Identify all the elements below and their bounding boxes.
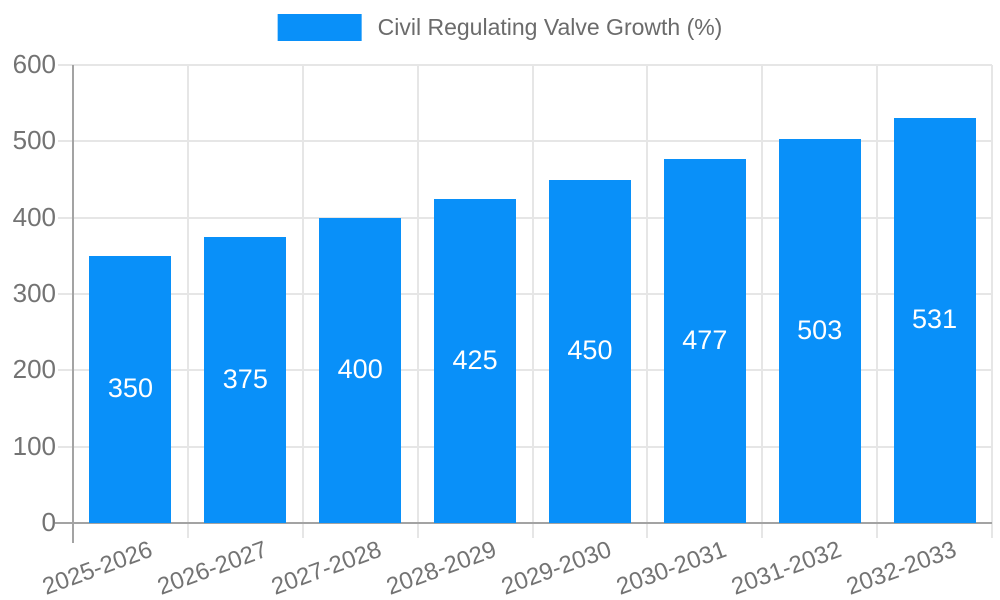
bar-value-label: 477 (682, 324, 728, 355)
bar-value-label: 400 (337, 354, 383, 385)
bar (204, 236, 287, 523)
bar (548, 179, 631, 523)
y-gridline (58, 64, 992, 66)
bar-value-label: 425 (452, 344, 498, 375)
bar-value-label: 350 (107, 373, 153, 404)
bar (434, 198, 517, 523)
x-axis-tick-label: 2029-2030 (498, 536, 616, 600)
x-axis-tick-label: 2027-2028 (268, 536, 386, 600)
y-axis-tick-label: 200 (12, 354, 56, 385)
bar (89, 255, 172, 523)
bar-value-label: 375 (222, 363, 268, 394)
y-axis-tick-label: 100 (12, 430, 56, 461)
x-axis-tick-label: 2026-2027 (153, 536, 271, 600)
x-axis-tick-label: 2032-2033 (842, 536, 960, 600)
x-axis-line (55, 522, 992, 524)
bar (893, 117, 976, 523)
bar-value-label: 450 (567, 335, 613, 366)
y-gridline (58, 216, 992, 219)
y-axis-tick-label: 400 (12, 201, 56, 232)
x-gridline (531, 65, 534, 538)
y-gridline (58, 293, 992, 295)
x-axis-tick-label: 2025-2026 (38, 536, 156, 600)
legend-item[interactable]: Civil Regulating Valve Growth (%) (277, 14, 723, 41)
x-gridline (301, 65, 304, 538)
x-gridline (646, 65, 649, 538)
y-gridline (58, 445, 992, 448)
x-gridline (761, 65, 764, 538)
bar (663, 158, 746, 523)
bar-value-label: 531 (912, 304, 958, 335)
y-axis-tick-label: 600 (12, 49, 56, 79)
bar (319, 217, 402, 523)
y-gridline (58, 369, 992, 372)
legend-label: Civil Regulating Valve Growth (%) (377, 14, 723, 40)
bar-value-label: 503 (797, 315, 843, 346)
legend-swatch (277, 14, 362, 41)
y-axis-tick-label: 300 (12, 278, 56, 308)
x-axis-tick-label: 2031-2032 (727, 536, 845, 600)
x-gridline (186, 65, 189, 538)
y-axis-tick-label: 0 (41, 507, 56, 537)
y-axis-line (72, 65, 74, 543)
x-gridline (991, 65, 993, 538)
x-gridline (416, 65, 419, 538)
bar (778, 139, 861, 523)
y-axis-tick-label: 500 (12, 125, 56, 156)
x-gridline (876, 65, 879, 538)
y-gridline (58, 140, 992, 143)
x-axis-tick-label: 2030-2031 (612, 536, 731, 600)
x-axis-tick-label: 2028-2029 (383, 536, 501, 600)
